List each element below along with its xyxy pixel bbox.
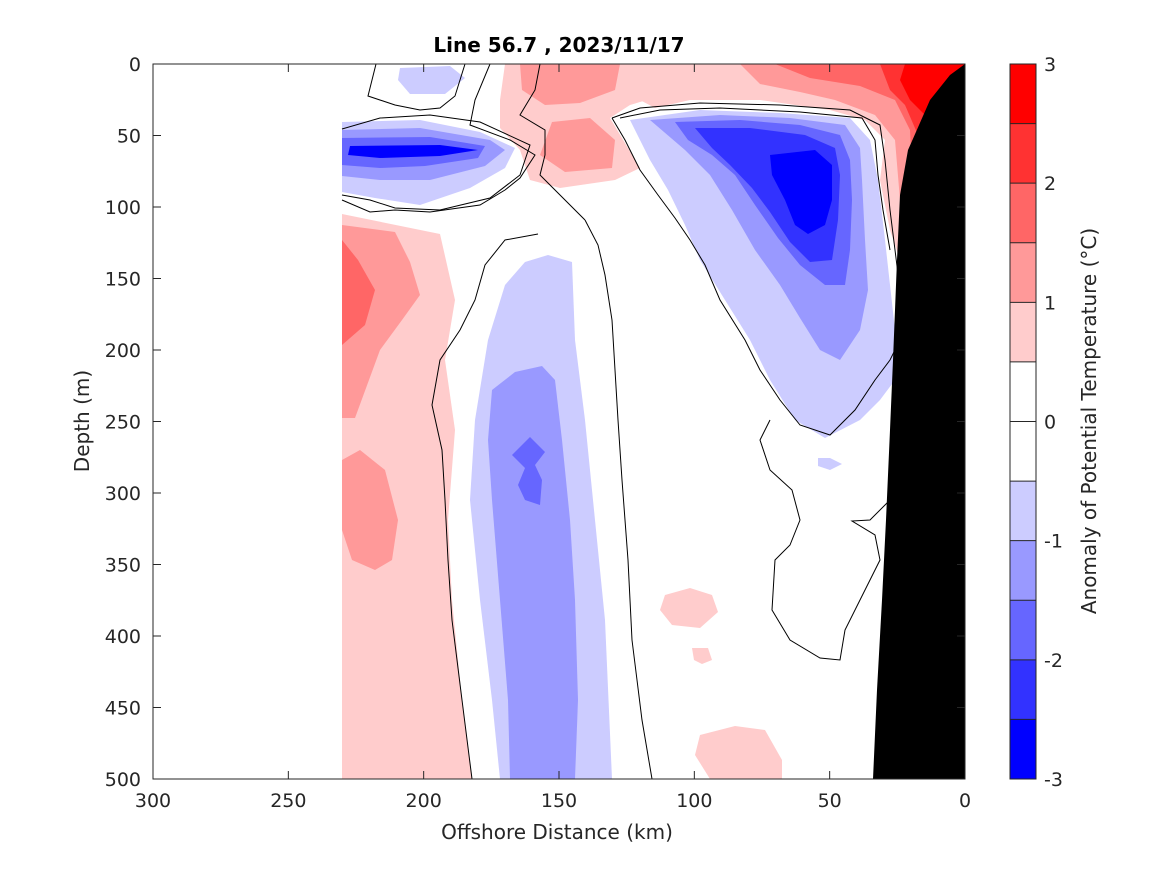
contour-line-zero-band-west <box>431 233 539 779</box>
x-tick-label: 300 <box>135 790 171 812</box>
colorbar-tick-label: -1 <box>1044 531 1063 553</box>
y-tick-label: 350 <box>105 555 141 577</box>
x-axis: 300 250 200 150 100 50 0 <box>135 64 971 812</box>
y-tick-label: 450 <box>105 698 141 720</box>
colorbar-label: Anomaly of Potential Temperature (°C) <box>1077 228 1101 614</box>
y-tick-label: 0 <box>129 54 141 76</box>
x-tick-label: 150 <box>541 790 577 812</box>
x-tick-label: 250 <box>270 790 306 812</box>
y-axis: 0 50 100 150 200 250 300 350 400 450 500 <box>105 54 965 791</box>
x-tick-label: 100 <box>676 790 712 812</box>
x-tick-label: 50 <box>818 790 842 812</box>
colorbar-segment <box>1010 481 1036 542</box>
contour-line-zero-deep <box>759 419 891 661</box>
y-axis-label: Depth (m) <box>70 370 94 472</box>
contour-fill-warm-core-offshore <box>342 240 375 345</box>
colorbar-segment <box>1010 719 1036 780</box>
contour-line-zero-nearshore-outer <box>611 102 906 436</box>
x-axis-label: Offshore Distance (km) <box>441 820 673 844</box>
contour-fill-warm-surface-mid-core <box>520 64 620 105</box>
contour-fill-warm-patch-deep-1 <box>660 588 718 628</box>
contour-line-zero-mid <box>519 64 586 221</box>
colorbar-segment <box>1010 600 1036 661</box>
contour-line-zero-offshore <box>367 64 466 111</box>
y-tick-label: 150 <box>105 269 141 291</box>
contour-fill-warm-patch-deep <box>342 450 398 570</box>
colorbar-tick-label: 1 <box>1044 292 1056 314</box>
contour-line-zero-nearshore-inner <box>619 107 891 251</box>
colorbar-tick-label: 0 <box>1044 412 1056 434</box>
contour-line-zero-lens <box>341 114 531 211</box>
y-tick-label: 200 <box>105 340 141 362</box>
colorbar-segment <box>1010 123 1036 184</box>
colorbar-tick-label: -2 <box>1044 650 1063 672</box>
colorbar-tick-label: -3 <box>1044 769 1063 791</box>
colorbar-segment <box>1010 421 1036 482</box>
contour-fill-cold-band-core <box>512 437 545 505</box>
contour-fill-cold-lens-surface <box>398 66 465 94</box>
x-tick-label: 200 <box>406 790 442 812</box>
shelf-bathymetry <box>873 64 965 779</box>
plot-area <box>153 64 965 779</box>
colorbar-segment <box>1010 540 1036 601</box>
contour-line-zero-column-left <box>341 64 536 213</box>
contour-fill-warm-patch-deep-2 <box>692 648 712 664</box>
contour-fill-cold-lens-core <box>348 145 478 158</box>
chart-title: Line 56.7 , 2023/11/17 <box>433 33 684 57</box>
colorbar-segment <box>1010 302 1036 363</box>
y-tick-label: 100 <box>105 197 141 219</box>
colorbar-segment <box>1010 242 1036 303</box>
colorbar-tick-label: 2 <box>1044 173 1056 195</box>
colorbar-segment <box>1010 183 1036 244</box>
contour-fill-cold-core-4 <box>770 150 832 234</box>
contour-fill-warm-patch-deep-3 <box>695 726 782 779</box>
contour-fill-cold-patch-small <box>818 458 842 470</box>
y-tick-label: 400 <box>105 626 141 648</box>
colorbar-segment <box>1010 64 1036 125</box>
contour-line-zero-band-east <box>584 219 653 779</box>
y-tick-label: 50 <box>117 126 141 148</box>
contour-fill-warm-patch-sub <box>540 118 615 172</box>
y-tick-label: 300 <box>105 483 141 505</box>
contour-fill-cold-band-inner <box>488 366 578 779</box>
colorbar-segment <box>1010 659 1036 720</box>
x-tick-label: 0 <box>959 790 971 812</box>
colorbar-frame <box>1009 63 1037 780</box>
colorbar-tick-label: 3 <box>1044 54 1056 76</box>
colorbar-segment <box>1010 361 1036 422</box>
colorbar: 3 2 1 0 -1 -2 -3 <box>1009 54 1063 791</box>
y-tick-label: 500 <box>105 769 141 791</box>
y-tick-label: 250 <box>105 412 141 434</box>
